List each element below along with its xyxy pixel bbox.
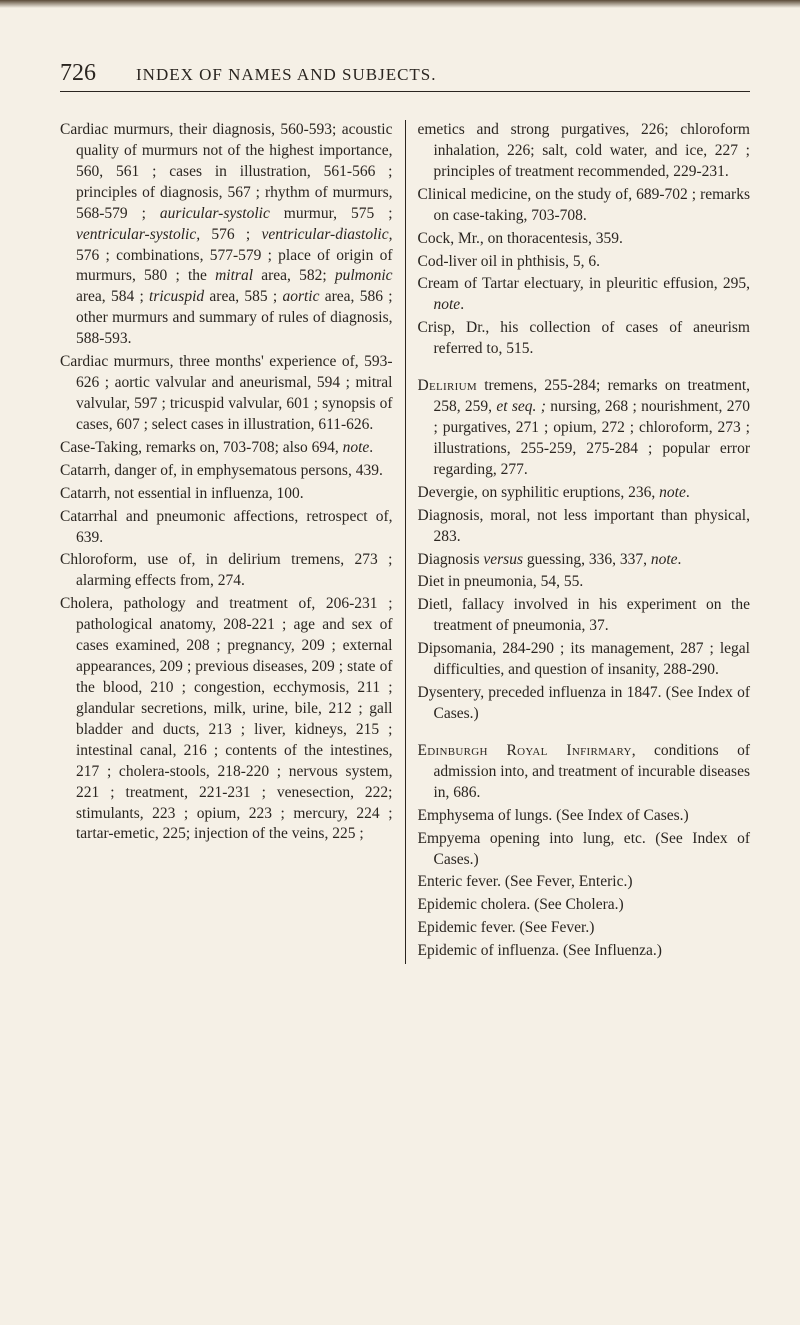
index-entry: emetics and strong purgatives, 226; chlo… [418,120,751,183]
index-entry: Catarrh, not essential in influenza, 100… [60,484,393,505]
index-entry: Empyema opening into lung, etc. (See Ind… [418,829,751,871]
index-columns: Cardiac murmurs, their diagnosis, 560-59… [60,120,750,964]
page-number: 726 [60,60,96,87]
index-entry: Dipsomania, 284-290 ; its management, 28… [418,639,751,681]
page-header: 726 INDEX OF NAMES AND SUBJECTS. [60,60,750,92]
index-entry: Epidemic fever. (See Fever.) [418,918,751,939]
index-entry: Cream of Tartar electuary, in pleuritic … [418,274,751,316]
index-entry: Crisp, Dr., his collection of cases of a… [418,318,751,360]
index-entry: Catarrh, danger of, in emphysematous per… [60,461,393,482]
index-entry: Epidemic of influenza. (See Influenza.) [418,941,751,962]
index-entry: Case-Taking, remarks on, 703-708; also 6… [60,438,393,459]
index-entry: Cod-liver oil in phthisis, 5, 6. [418,252,751,273]
index-entry: Cardiac murmurs, their diagnosis, 560-59… [60,120,393,350]
index-entry: Catarrhal and pneumonic affections, retr… [60,507,393,549]
index-entry: Cardiac murmurs, three months' experienc… [60,352,393,436]
index-entry: Diagnosis, moral, not less important tha… [418,506,751,548]
index-entry: Dysentery, preceded influenza in 1847. (… [418,683,751,725]
running-head: INDEX OF NAMES AND SUBJECTS. [136,65,437,85]
index-entry: Diet in pneumonia, 54, 55. [418,572,751,593]
page: 726 INDEX OF NAMES AND SUBJECTS. Cardiac… [0,0,800,1325]
index-entry: Devergie, on syphilitic eruptions, 236, … [418,483,751,504]
section-gap [418,362,751,376]
index-entry: Clinical medicine, on the study of, 689-… [418,185,751,227]
right-column: emetics and strong purgatives, 226; chlo… [406,120,751,964]
index-entry: Cock, Mr., on thoracentesis, 359. [418,229,751,250]
index-entry: Epidemic cholera. (See Cholera.) [418,895,751,916]
left-column: Cardiac murmurs, their diagnosis, 560-59… [60,120,406,964]
section-gap [418,727,751,741]
index-entry: Chloroform, use of, in delirium tremens,… [60,550,393,592]
index-entry: Cholera, pathology and treatment of, 206… [60,594,393,845]
index-entry: Emphysema of lungs. (See Index of Cases.… [418,806,751,827]
index-entry: Diagnosis versus guessing, 336, 337, not… [418,550,751,571]
index-entry: Dietl, fallacy involved in his experimen… [418,595,751,637]
index-entry: Enteric fever. (See Fever, Enteric.) [418,872,751,893]
index-entry: Edinburgh Royal Infirmary, conditions of… [418,741,751,804]
index-entry: Delirium tremens, 255-284; remarks on tr… [418,376,751,481]
